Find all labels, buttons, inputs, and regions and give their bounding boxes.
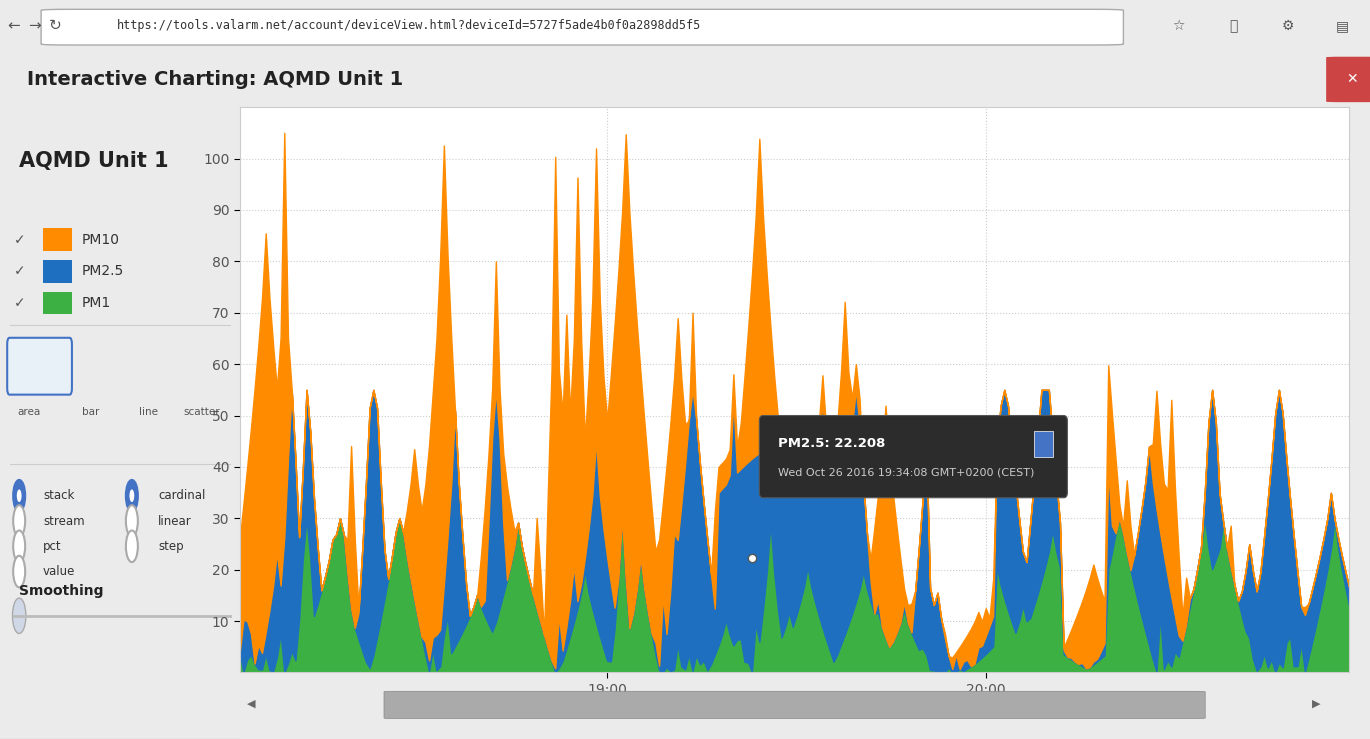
- Text: ◀: ◀: [247, 699, 255, 709]
- FancyBboxPatch shape: [42, 228, 71, 251]
- Text: stream: stream: [42, 514, 85, 528]
- Circle shape: [14, 480, 25, 511]
- Text: ☆: ☆: [1171, 19, 1185, 33]
- Text: area: area: [18, 407, 40, 418]
- Text: ▤: ▤: [1336, 19, 1349, 33]
- Text: https://tools.valarm.net/account/deviceView.html?deviceId=5727f5ade4b0f0a2898dd5: https://tools.valarm.net/account/deviceV…: [116, 19, 700, 33]
- Text: PM10: PM10: [82, 233, 119, 247]
- Text: Interactive Charting: AQMD Unit 1: Interactive Charting: AQMD Unit 1: [27, 70, 404, 89]
- Text: value: value: [42, 565, 75, 578]
- Text: Wed Oct 26 2016 19:34:08 GMT+0200 (CEST): Wed Oct 26 2016 19:34:08 GMT+0200 (CEST): [778, 467, 1034, 477]
- Circle shape: [14, 556, 25, 588]
- Text: Smoothing: Smoothing: [19, 584, 104, 598]
- Text: ⬜: ⬜: [1229, 19, 1237, 33]
- Text: pct: pct: [42, 539, 62, 553]
- Text: ✓: ✓: [14, 265, 26, 279]
- FancyBboxPatch shape: [41, 10, 1123, 45]
- Circle shape: [129, 489, 134, 502]
- Text: line: line: [140, 407, 158, 418]
- Text: ←: ←: [7, 18, 21, 33]
- Circle shape: [14, 531, 25, 562]
- FancyBboxPatch shape: [1326, 57, 1370, 102]
- Circle shape: [12, 598, 26, 633]
- FancyBboxPatch shape: [1034, 431, 1052, 457]
- Text: scatter: scatter: [184, 407, 219, 418]
- Text: PM2.5: 22.208: PM2.5: 22.208: [778, 437, 885, 450]
- Text: step: step: [158, 539, 184, 553]
- Text: ⚙: ⚙: [1281, 19, 1295, 33]
- Text: ✓: ✓: [14, 233, 26, 247]
- FancyBboxPatch shape: [7, 338, 71, 395]
- Text: ✕: ✕: [1347, 72, 1358, 86]
- Circle shape: [14, 505, 25, 537]
- FancyBboxPatch shape: [759, 415, 1067, 498]
- Text: ✓: ✓: [14, 296, 26, 310]
- Text: AQMD Unit 1: AQMD Unit 1: [19, 151, 169, 171]
- Circle shape: [126, 505, 138, 537]
- Text: →: →: [27, 18, 41, 33]
- Text: bar: bar: [82, 407, 100, 418]
- FancyBboxPatch shape: [42, 292, 71, 314]
- FancyBboxPatch shape: [384, 691, 1206, 718]
- FancyBboxPatch shape: [42, 260, 71, 283]
- Circle shape: [126, 480, 138, 511]
- Text: PM1: PM1: [82, 296, 111, 310]
- Circle shape: [126, 531, 138, 562]
- Text: ↻: ↻: [48, 18, 62, 33]
- Text: cardinal: cardinal: [158, 489, 206, 503]
- Circle shape: [16, 489, 22, 502]
- Text: linear: linear: [158, 514, 192, 528]
- Text: ▶: ▶: [1312, 699, 1321, 709]
- Text: PM2.5: PM2.5: [82, 265, 123, 279]
- Text: stack: stack: [42, 489, 74, 503]
